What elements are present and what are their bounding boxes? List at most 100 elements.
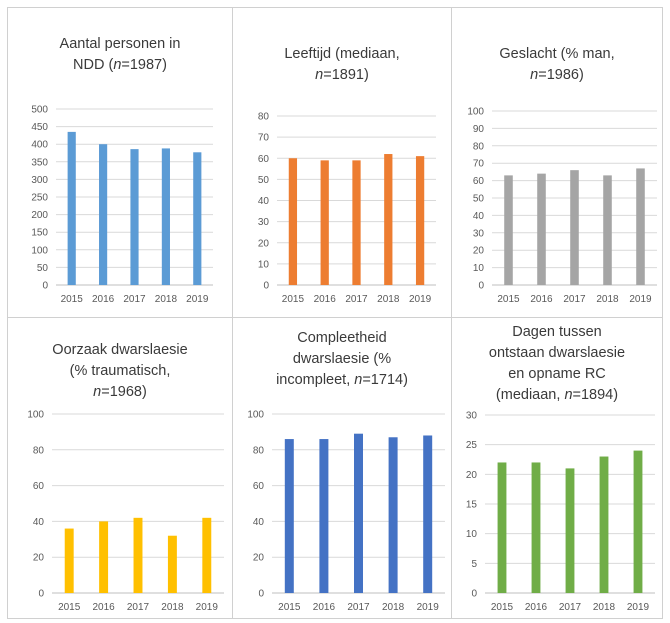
bar-2015 [504, 175, 513, 285]
bar-2016 [99, 521, 109, 593]
x-tick-label: 2018 [377, 294, 400, 305]
y-tick-label: 500 [31, 105, 48, 116]
panel-leeftijd: Leeftijd (mediaan, n=1891) 0 10 20 30 40 50 60 7… [232, 7, 452, 318]
x-tick-label: 2019 [409, 294, 432, 305]
y-tick-label: 25 [466, 440, 478, 451]
title-part: n [530, 67, 539, 83]
title-part: Compleetheid [297, 330, 387, 346]
y-tick-label: 30 [466, 411, 478, 422]
x-tick-label: 2017 [123, 294, 146, 305]
bar-chart: 0 10 20 30 40 50 60 70 80 90 100 2015 2016 2017 2018 20… [467, 107, 657, 305]
bar-2019 [193, 152, 202, 285]
x-tick-label: 2019 [629, 294, 652, 305]
bar-2018 [167, 535, 177, 593]
y-tick-label: 100 [467, 107, 484, 118]
chart-title: Compleetheid dwarslaesie (% incompleet, n=… [233, 328, 451, 391]
x-tick-label: 2018 [596, 294, 619, 305]
y-tick-label: 60 [258, 154, 270, 165]
y-tick-label: 60 [33, 481, 45, 492]
y-tick-label: 0 [263, 281, 269, 292]
title-part: =1986) [538, 67, 584, 83]
x-tick-label: 2015 [61, 294, 84, 305]
y-tick-label: 80 [253, 445, 265, 456]
x-tick-label: 2015 [58, 602, 81, 613]
title-part: NDD ( [73, 57, 114, 73]
y-tick-label: 20 [253, 553, 265, 564]
y-tick-label: 10 [258, 259, 270, 270]
bar-2015 [497, 462, 507, 593]
bar-2015 [67, 131, 76, 285]
bar-2018 [388, 437, 398, 593]
bar-2018 [384, 154, 393, 285]
panel-oorzaak: Oorzaak dwarslaesie (% traumatisch, n=1968… [7, 317, 233, 619]
x-tick-label: 2017 [563, 294, 586, 305]
bar-2019 [415, 156, 425, 285]
title-part: ontstaan dwarslaesie [488, 345, 626, 361]
panel-geslacht: Geslacht (% man, n=1986) 0 10 20 30 40 50 60 70 8… [451, 7, 663, 318]
bar-2015 [288, 158, 298, 285]
title-part: =1968) [101, 384, 147, 400]
panel-dagen: Dagen tussen ontstaan dwarslaesie en opnam… [451, 317, 663, 619]
chart-title: Geslacht (% man, n=1986) [452, 44, 662, 86]
x-tick-label: 2019 [627, 602, 650, 613]
bar-2019 [202, 517, 212, 593]
y-tick-label: 10 [466, 529, 478, 540]
y-tick-label: 40 [258, 196, 270, 207]
title-part: Leeftijd (mediaan, [284, 46, 400, 62]
y-tick-label: 10 [473, 263, 485, 274]
panel-compleetheid: Compleetheid dwarslaesie (% incompleet, n=… [232, 317, 452, 619]
chart-title: Oorzaak dwarslaesie (% traumatisch, n=1968… [8, 340, 232, 403]
title-part: (mediaan, [495, 387, 565, 403]
title-part: (% traumatisch, [69, 363, 171, 379]
bar-2019 [636, 168, 645, 285]
y-tick-label: 80 [473, 141, 485, 152]
y-tick-label: 400 [31, 140, 48, 151]
x-tick-label: 2016 [314, 294, 337, 305]
bar-2018 [599, 456, 609, 593]
bar-2016 [319, 439, 329, 593]
y-tick-label: 40 [33, 517, 45, 528]
bar-chart: 0 20 40 60 80 100 2015 2016 2017 2018 2019 [27, 410, 224, 613]
y-tick-label: 100 [247, 410, 264, 421]
bar-2016 [537, 173, 546, 285]
bar-chart: 0 50 100 150 200 250 300 350 400 450 500 2015 2016 20… [31, 105, 213, 305]
bar-2015 [64, 528, 74, 593]
y-tick-label: 150 [31, 228, 48, 239]
title-part: Oorzaak dwarslaesie [52, 342, 188, 358]
chart-title: Leeftijd (mediaan, n=1891) [233, 44, 451, 86]
panel-aantal-personen: Aantal personen in NDD (n=1987) 0 50 100 150… [7, 7, 233, 318]
x-tick-label: 2016 [313, 602, 336, 613]
chart-title: Dagen tussen ontstaan dwarslaesie en opnam… [452, 322, 662, 406]
x-tick-label: 2018 [382, 602, 405, 613]
y-tick-label: 50 [473, 194, 485, 205]
y-tick-label: 200 [31, 210, 48, 221]
title-part: Dagen tussen [512, 324, 602, 340]
bar-2018 [161, 148, 170, 285]
y-tick-label: 60 [473, 176, 485, 187]
y-tick-label: 30 [473, 228, 485, 239]
y-tick-label: 20 [473, 246, 485, 257]
y-tick-label: 15 [466, 500, 478, 511]
y-tick-label: 50 [258, 175, 270, 186]
title-part: Geslacht (% man, [499, 46, 615, 62]
title-part: en opname RC [508, 366, 606, 382]
title-part: n [564, 387, 573, 403]
y-tick-label: 5 [471, 559, 477, 570]
x-tick-label: 2017 [127, 602, 150, 613]
x-tick-label: 2017 [345, 294, 368, 305]
y-tick-label: 70 [258, 133, 270, 144]
bar-2015 [284, 439, 294, 593]
y-tick-label: 40 [473, 211, 485, 222]
y-tick-label: 20 [33, 553, 45, 564]
x-tick-label: 2015 [282, 294, 305, 305]
y-tick-label: 250 [31, 193, 48, 204]
x-tick-label: 2019 [196, 602, 219, 613]
title-part: n [113, 57, 122, 73]
x-tick-label: 2015 [497, 294, 520, 305]
title-part: =1714) [362, 372, 408, 388]
bar-2016 [320, 160, 329, 285]
y-tick-label: 450 [31, 122, 48, 133]
y-tick-label: 100 [27, 410, 44, 421]
bar-2016 [531, 462, 541, 593]
y-tick-label: 40 [253, 517, 265, 528]
